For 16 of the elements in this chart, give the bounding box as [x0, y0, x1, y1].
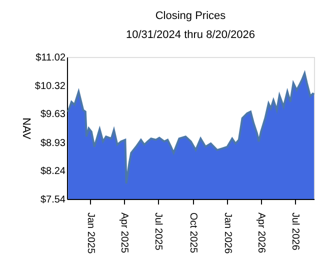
- x-tick-label: Apr 2026: [256, 212, 267, 254]
- x-tick-label: Jul 2026: [290, 212, 301, 251]
- y-axis-title: NAV: [20, 118, 32, 140]
- y-tick-label: $7.54: [40, 194, 66, 206]
- y-tick-label: $9.63: [40, 109, 66, 120]
- x-tick-label: Jan 2025: [84, 212, 96, 254]
- y-tick-label: $8.93: [40, 138, 66, 149]
- x-tick-label: Apr 2025: [118, 212, 130, 254]
- y-tick-label: $10.32: [34, 81, 66, 92]
- y-tick-label: $11.02: [36, 52, 66, 64]
- chart-subtitle: 10/31/2024 thru 8/20/2026: [126, 29, 256, 41]
- y-tick-label: $8.24: [40, 166, 66, 177]
- x-tick-label: Oct 2025: [187, 212, 198, 254]
- x-tick-label: Jul 2025: [152, 212, 164, 251]
- chart-title: Closing Prices: [155, 10, 226, 22]
- x-tick-label: Jan 2026: [222, 212, 233, 254]
